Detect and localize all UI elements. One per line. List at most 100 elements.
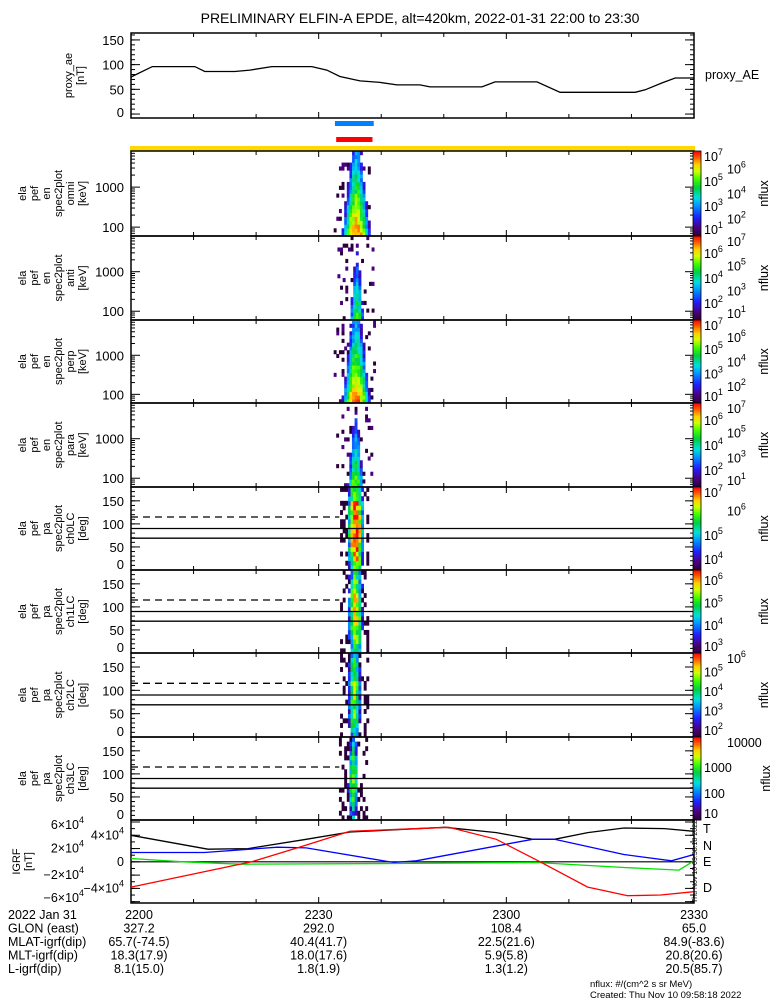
- y-axis-label-line: [deg]: [77, 516, 89, 540]
- colorbar-tick-label: 104: [704, 269, 723, 286]
- heatmap-cell: [352, 806, 355, 812]
- heatmap-cell: [357, 429, 361, 434]
- heatmap-cell: [358, 281, 362, 286]
- heatmap-cell: [358, 639, 362, 645]
- colorbar-segment: [693, 718, 701, 721]
- heatmap-cell: [353, 676, 357, 682]
- heatmap-cell: [367, 425, 371, 431]
- colorbar-segment: [693, 751, 701, 755]
- heatmap-cell: [362, 750, 366, 756]
- colorbar-tick-label: 1000: [704, 761, 732, 775]
- heatmap-cell: [358, 278, 362, 283]
- colorbar-segment: [693, 359, 701, 362]
- colorbar-segment: [693, 340, 701, 344]
- heatmap-cell: [355, 274, 359, 279]
- axes-frame: [130, 402, 695, 488]
- heatmap-cell: [344, 201, 348, 206]
- proxy-ae-line: [130, 65, 694, 93]
- colorbar-segment: [693, 466, 701, 469]
- heatmap-cell: [355, 565, 359, 570]
- y-axis-label-line: pa: [41, 522, 53, 535]
- heatmap-cell: [358, 496, 362, 502]
- heatmap-cell: [367, 228, 371, 233]
- heatmap-cell: [353, 574, 357, 580]
- heatmap-cell: [354, 483, 358, 487]
- heatmap-cell: [353, 533, 357, 539]
- heatmap-cell: [351, 464, 355, 469]
- y-tick-label: 0: [117, 557, 124, 572]
- heatmap-cell: [355, 588, 359, 594]
- colorbar-segment: [693, 774, 701, 777]
- heatmap-cell: [363, 685, 367, 691]
- heatmap-cell: [358, 713, 362, 719]
- colorbar-segment: [693, 642, 701, 646]
- colorbar-segment: [693, 776, 701, 779]
- heatmap-cell: [353, 505, 357, 511]
- y-axis-label-line: pef: [29, 436, 41, 452]
- heatmap-cell: [354, 391, 358, 396]
- heatmap-cell: [344, 773, 348, 779]
- colorbar-segment: [693, 353, 701, 356]
- colorbar-segment: [693, 688, 701, 692]
- heatmap-cell: [367, 418, 371, 423]
- heatmap-cell: [342, 648, 346, 653]
- heatmap-cell: [349, 357, 353, 362]
- heatmap-cell: [337, 274, 341, 279]
- heatmap-cell: [371, 308, 375, 313]
- colorbar-segment: [693, 697, 701, 700]
- heatmap-cell: [354, 338, 358, 343]
- heatmap-cell: [353, 629, 357, 635]
- heatmap-cell: [338, 185, 342, 190]
- heatmap-cell: [365, 216, 369, 221]
- heatmap-cell: [353, 565, 357, 570]
- heatmap-cell: [357, 338, 361, 343]
- heatmap-cell: [351, 483, 355, 487]
- heatmap-cell: [358, 579, 362, 585]
- colorbar-segment: [693, 267, 701, 271]
- heatmap-cell: [353, 519, 357, 525]
- heatmap-cell: [349, 796, 353, 802]
- heatmap-cell: [346, 208, 350, 214]
- heatmap-cell: [362, 773, 366, 779]
- heatmap-cell: [370, 395, 374, 400]
- colorbar-segment: [693, 278, 701, 281]
- heatmap-cell: [341, 193, 345, 198]
- colorbar-segment: [693, 665, 701, 669]
- y-axis-label-line: ela: [17, 185, 29, 201]
- colorbar-segment: [693, 455, 701, 459]
- colorbar-label: nflux: [759, 765, 773, 792]
- colorbar-segment: [693, 259, 701, 262]
- colorbar-segment: [693, 655, 701, 658]
- heatmap-cell: [362, 796, 366, 802]
- colorbar-segment: [693, 749, 701, 753]
- heatmap-cell: [355, 312, 359, 317]
- colorbar-segment: [693, 176, 701, 180]
- heatmap-cell: [359, 212, 363, 217]
- colorbar-segment: [693, 520, 701, 523]
- heatmap-cell: [350, 300, 354, 306]
- colorbar-segment: [693, 626, 701, 629]
- y-axis-label-line: spec2plot: [53, 755, 65, 802]
- colorbar-segment: [693, 301, 701, 304]
- heatmap-cell: [362, 208, 366, 214]
- heatmap-cell: [366, 699, 370, 705]
- colorbar-segment: [693, 326, 701, 329]
- heatmap-cell: [350, 491, 354, 497]
- heatmap-cell: [354, 460, 358, 465]
- heatmap-cell: [349, 220, 353, 225]
- colorbar-segment: [693, 159, 701, 163]
- colorbar-segment: [693, 390, 701, 394]
- heatmap-cell: [355, 727, 359, 733]
- heatmap-cell: [354, 750, 358, 756]
- colorbar-segment: [693, 501, 701, 505]
- heatmap-cell: [351, 460, 355, 465]
- heatmap-cell: [359, 162, 363, 167]
- y-axis-label-line: perp: [65, 350, 77, 372]
- heatmap-cell: [359, 806, 363, 812]
- colorbar-segment: [693, 707, 701, 711]
- heatmap-cell: [359, 350, 363, 355]
- heatmap-cell: [347, 713, 351, 719]
- heatmap-cell: [354, 357, 358, 362]
- colorbar-segment: [693, 674, 701, 677]
